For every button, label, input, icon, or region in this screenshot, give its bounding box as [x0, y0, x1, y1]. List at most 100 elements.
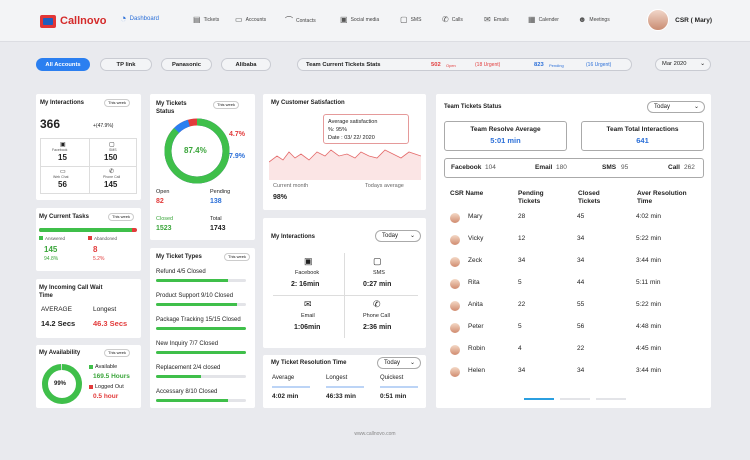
footer-url: www.callnovo.com	[354, 431, 396, 437]
card-title: My Interactions	[40, 100, 85, 106]
pending-label: Pending	[549, 63, 564, 68]
month-select[interactable]: Mar 2020 ⌄	[655, 58, 711, 71]
period-select[interactable]: Today ⌄	[377, 357, 421, 369]
brand-name: Callnovo	[60, 15, 107, 27]
phone-icon: ✆	[373, 299, 381, 309]
wait-time-card: My Incoming Call Wait Time AVERAGE 14.2 …	[36, 279, 141, 338]
facebook-label: Facebook	[52, 148, 68, 152]
ticket-type-label: Accessary 8/10 Closed	[156, 389, 218, 395]
filter-alibaba[interactable]: Alibaba	[221, 58, 271, 71]
week-select[interactable]: This week	[213, 101, 240, 109]
nav-social-media[interactable]: ▣ Social media	[340, 15, 379, 24]
logged-out-value: 0.5 hour	[93, 393, 119, 400]
brand-logo[interactable]: Callnovo	[40, 12, 106, 30]
table-row[interactable]: Helen 34 34 3:44 min	[444, 367, 706, 387]
pager-dot[interactable]	[596, 398, 626, 400]
abandoned-value: 8	[93, 245, 98, 254]
call-value: 145	[104, 180, 118, 189]
tickets-donut	[164, 118, 230, 184]
nav-calender[interactable]: ▦ Calender	[528, 15, 559, 24]
email-label: Email	[535, 164, 553, 171]
col-header-name: CSR Name	[450, 190, 484, 197]
nav-meetings[interactable]: ☻ Meetings	[578, 15, 610, 24]
filter-panasonic[interactable]: Panasonic	[161, 58, 212, 71]
ticket-type-bar	[156, 279, 246, 282]
answered-value: 145	[44, 245, 58, 254]
pending-count: 12	[518, 235, 526, 242]
team-stats-title: Team Current Tickets Stats	[306, 62, 381, 68]
nav-accounts[interactable]: ▭ Accounts	[235, 15, 266, 24]
csr-name: Zeck	[468, 257, 483, 264]
longest-label: Longest	[326, 375, 348, 381]
pager-dot-active[interactable]	[524, 398, 554, 400]
week-select[interactable]: This week	[104, 99, 131, 107]
team-total-interactions: Team Total Interactions 641	[581, 121, 704, 151]
abandoned-label: Abandoned	[94, 236, 118, 241]
user-menu[interactable]: CSR ( Mary)	[647, 9, 712, 31]
open-count: 502	[431, 62, 441, 68]
chat-value: 56	[58, 180, 67, 189]
table-row[interactable]: Vicky 12 34 5:22 min	[444, 235, 706, 255]
pending-urgent: (16 Urgent)	[586, 62, 612, 68]
avatar	[450, 213, 460, 223]
facebook-label: Facebook	[451, 164, 482, 171]
table-row[interactable]: Rita 5 44 5:11 min	[444, 279, 706, 299]
nav-tickets[interactable]: ▤ Tickets	[193, 15, 219, 24]
closed-count: 22	[577, 345, 585, 352]
csr-name: Rita	[468, 279, 480, 286]
month-value: Mar 2020	[662, 61, 687, 67]
chat-label: Web Chat	[53, 175, 69, 179]
table-row[interactable]: Robin 4 22 4:45 min	[444, 345, 706, 365]
ticket-icon: ▤	[193, 15, 201, 24]
nav-emails[interactable]: ✉ Emails	[484, 15, 509, 24]
table-row[interactable]: Peter 5 56 4:48 min	[444, 323, 706, 343]
nav-dashboard[interactable]: ◔ Dashboard	[120, 13, 159, 25]
top-bar	[0, 0, 750, 42]
nav-calls[interactable]: ✆ Calls	[442, 15, 463, 24]
nav-label: Dashboard	[129, 16, 160, 22]
pending-count: 5	[518, 279, 522, 286]
resolve-value: 5:01 min	[490, 136, 521, 145]
pending-count: 823	[534, 62, 544, 68]
ticket-type-label: Refund 4/5 Closed	[156, 269, 206, 275]
week-select[interactable]: This week	[108, 213, 135, 221]
pending-count: 28	[518, 213, 526, 220]
user-name: CSR ( Mary)	[675, 16, 712, 24]
facebook-value: 15	[58, 153, 67, 162]
avatar	[450, 279, 460, 289]
interactions-total: 366	[40, 117, 61, 131]
open-value: 82	[156, 198, 164, 205]
period-value: Today	[384, 360, 401, 366]
satisfaction-value: 98%	[273, 194, 288, 201]
resolution-time: 4:48 min	[636, 323, 661, 330]
week-select[interactable]: This week	[104, 349, 131, 357]
dashboard-icon: ◔	[120, 13, 127, 25]
table-row[interactable]: Mary 28 45 4:02 min	[444, 213, 706, 233]
nav-sms[interactable]: ▢ SMS	[400, 15, 421, 24]
available-value: 169.5 Hours	[93, 373, 130, 380]
availability-donut	[42, 364, 82, 404]
average-label: Average	[272, 375, 295, 381]
period-select[interactable]: Today ⌄	[647, 101, 705, 113]
sms-count: 95	[621, 164, 629, 171]
ticket-type-label: New Inquiry 7/7 Closed	[156, 341, 219, 347]
closed-label: Closed	[156, 216, 174, 222]
nav-label: Social media	[350, 16, 380, 23]
sms-value: 150	[104, 153, 118, 162]
week-select[interactable]: This week	[224, 253, 251, 261]
closed-value: 1523	[156, 225, 172, 232]
logged-out-label: Logged Out	[95, 384, 124, 390]
total-value: 1743	[210, 225, 226, 232]
table-row[interactable]: Anita 22 55 5:22 min	[444, 301, 706, 321]
average-label: AVERAGE	[41, 306, 72, 313]
resolution-time: 3:44 min	[636, 367, 661, 374]
table-row[interactable]: Zeck 34 34 3:44 min	[444, 257, 706, 277]
longest-value: 46.3 Secs	[93, 319, 128, 328]
nav-contacts[interactable]: ⌒ Contacts	[285, 15, 316, 26]
pager-dot[interactable]	[560, 398, 590, 400]
filter-tp-link[interactable]: TP link	[100, 58, 152, 71]
filter-all-accounts[interactable]: All Accounts	[36, 58, 90, 71]
sms-label: SMS	[373, 270, 385, 276]
card-title: My Ticket Types	[156, 254, 202, 260]
period-select[interactable]: Today ⌄	[375, 230, 421, 242]
